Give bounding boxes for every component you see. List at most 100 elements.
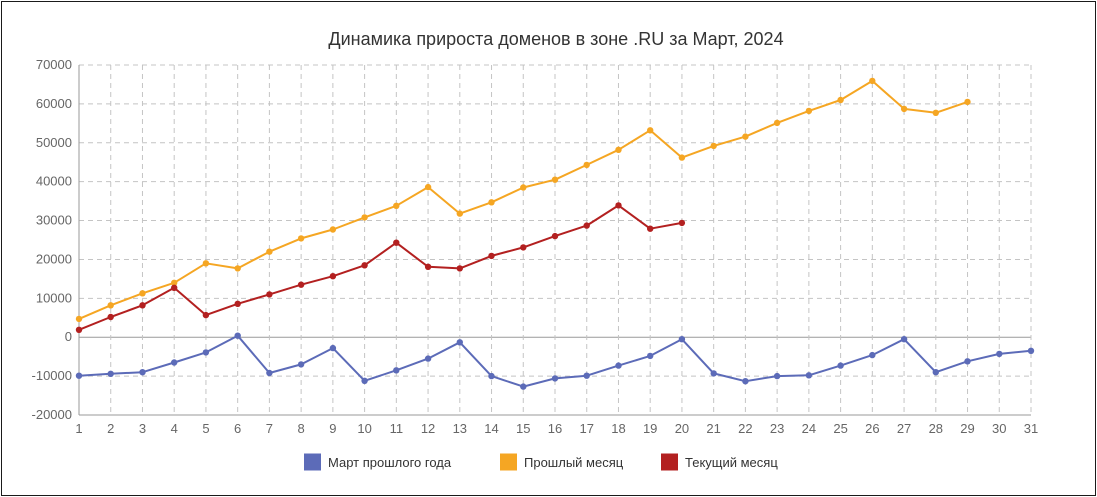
legend-item[interactable]: Прошлый месяц xyxy=(500,453,624,471)
series-1 xyxy=(75,332,1035,390)
data-point xyxy=(139,290,146,297)
series-2 xyxy=(75,77,971,323)
data-point xyxy=(520,244,527,251)
data-point xyxy=(297,235,305,242)
data-point xyxy=(393,367,400,374)
data-point xyxy=(139,369,146,376)
data-point xyxy=(1027,347,1035,354)
data-point xyxy=(647,352,654,360)
x-tick-label: 2 xyxy=(107,421,114,436)
data-point xyxy=(234,300,241,307)
data-point xyxy=(678,154,686,161)
data-point xyxy=(583,161,590,169)
chart-title: Динамика прироста доменов в зоне .RU за … xyxy=(328,29,783,49)
data-point xyxy=(202,260,210,267)
x-tick-label: 18 xyxy=(611,421,625,436)
x-tick-label: 8 xyxy=(298,421,305,436)
series-layer xyxy=(75,77,1035,390)
data-point xyxy=(869,77,876,85)
data-point xyxy=(361,377,368,384)
data-point xyxy=(361,262,368,269)
legend-item[interactable]: Текущий месяц xyxy=(661,453,778,471)
x-tick-label: 22 xyxy=(738,421,752,436)
legend-label: Текущий месяц xyxy=(685,455,778,470)
legend-swatch xyxy=(500,453,517,471)
data-point xyxy=(75,326,83,333)
x-tick-label: 29 xyxy=(960,421,974,436)
data-point xyxy=(488,372,495,380)
data-point xyxy=(647,127,654,134)
data-point xyxy=(171,279,178,286)
legend-label: Март прошлого года xyxy=(328,455,452,470)
x-tick-label: 15 xyxy=(516,421,530,436)
data-point xyxy=(234,265,241,272)
data-point xyxy=(900,105,908,113)
data-point xyxy=(234,332,241,339)
legend-swatch xyxy=(304,453,321,471)
y-tick-label: 60000 xyxy=(36,96,72,111)
data-point xyxy=(932,109,939,117)
data-point xyxy=(742,378,749,385)
data-point xyxy=(361,214,368,221)
data-point xyxy=(266,248,273,255)
data-point xyxy=(456,265,463,272)
data-point xyxy=(424,183,432,191)
data-point xyxy=(107,302,114,309)
data-point xyxy=(615,202,622,209)
series-line xyxy=(78,204,683,331)
x-tick-label: 20 xyxy=(675,421,689,436)
data-point xyxy=(171,284,178,291)
y-tick-label: -10000 xyxy=(32,368,72,383)
x-tick-label: 27 xyxy=(897,421,911,436)
x-tick-label: 5 xyxy=(202,421,209,436)
data-point xyxy=(551,176,559,183)
y-tick-label: 70000 xyxy=(36,57,72,72)
data-point xyxy=(742,133,749,140)
data-point xyxy=(773,372,781,380)
data-point xyxy=(615,146,622,153)
data-point xyxy=(710,370,717,377)
data-point xyxy=(75,315,83,323)
data-point xyxy=(964,358,971,365)
data-point xyxy=(773,119,781,127)
x-tick-label: 23 xyxy=(770,421,784,436)
legend-label: Прошлый месяц xyxy=(524,455,624,470)
data-point xyxy=(456,339,463,346)
y-tick-label: 40000 xyxy=(36,174,72,189)
x-tick-label: 6 xyxy=(234,421,241,436)
data-point xyxy=(678,219,686,227)
data-point xyxy=(266,369,273,377)
x-tick-label: 14 xyxy=(484,421,498,436)
data-point xyxy=(393,239,400,246)
grid xyxy=(78,64,1032,416)
data-point xyxy=(424,355,432,362)
data-point xyxy=(329,226,337,233)
data-point xyxy=(805,107,813,115)
data-point xyxy=(996,350,1003,358)
data-point xyxy=(329,344,337,352)
x-tick-label: 24 xyxy=(802,421,816,436)
series-3 xyxy=(75,202,686,333)
data-point xyxy=(297,361,305,368)
data-point xyxy=(488,252,495,260)
legend: Март прошлого года Прошлый месяц Текущий м… xyxy=(304,453,778,471)
data-point xyxy=(710,142,717,150)
data-point xyxy=(456,210,463,217)
data-point xyxy=(75,372,83,379)
data-point xyxy=(932,369,939,376)
data-point xyxy=(678,336,686,343)
y-tick-label: 0 xyxy=(65,329,72,344)
data-point xyxy=(107,313,114,321)
x-tick-label: 3 xyxy=(139,421,146,436)
x-tick-label: 30 xyxy=(992,421,1006,436)
data-point xyxy=(139,302,146,309)
data-point xyxy=(266,291,273,298)
data-point xyxy=(488,199,495,206)
legend-item[interactable]: Март прошлого года xyxy=(304,453,452,471)
data-point xyxy=(551,375,559,382)
x-tick-label: 21 xyxy=(706,421,720,436)
x-tick-label: 26 xyxy=(865,421,879,436)
data-point xyxy=(424,263,432,270)
y-tick-label: 50000 xyxy=(36,135,72,150)
